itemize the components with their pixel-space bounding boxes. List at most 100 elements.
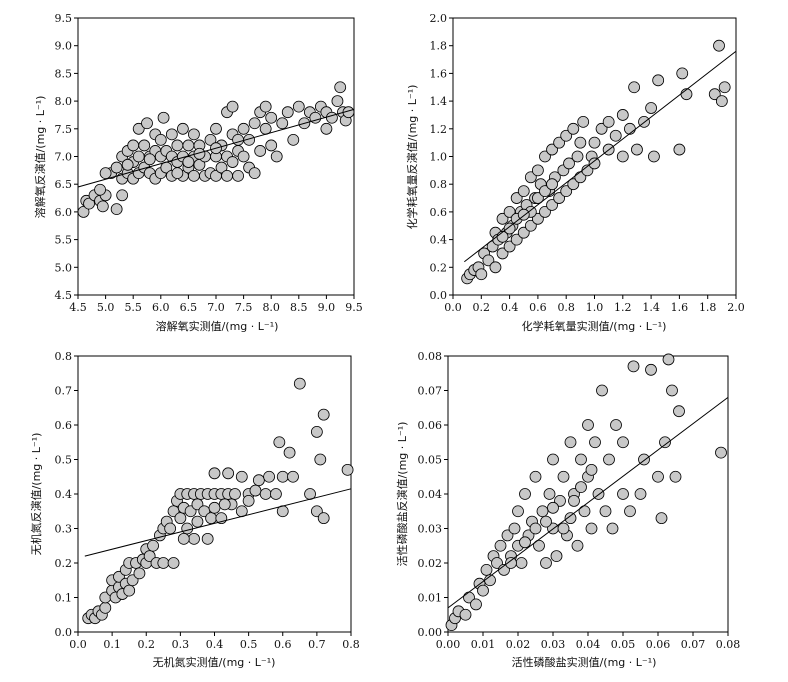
scatter-point	[543, 488, 556, 500]
scatter-point	[673, 405, 685, 418]
scatter-point	[519, 536, 531, 549]
scatter-point	[568, 494, 580, 507]
scatter-point	[676, 67, 689, 80]
scatter-point	[510, 192, 523, 204]
scatter-point	[276, 117, 289, 130]
scatter-point	[310, 426, 323, 438]
y-tick-label: 6.0	[55, 206, 73, 219]
x-tick-label: 0.07	[681, 638, 706, 651]
y-tick-label: 1.6	[430, 67, 448, 80]
scatter-point	[127, 139, 140, 152]
scatter-point	[489, 261, 502, 274]
scatter-point	[599, 505, 612, 518]
y-tick-label: 0.5	[55, 454, 73, 467]
scatter-point	[292, 100, 305, 113]
y-tick-label: 0.03	[418, 523, 443, 536]
y-tick-label: 0.00	[418, 626, 443, 639]
scatter-point	[533, 539, 545, 552]
chart-cod: 0.0 0.2 0.4 0.6 0.8 1.0 1.2 1.4 1.6 1.8 2.0 0.0 0.2 0…	[405, 12, 745, 333]
fit-line	[77, 108, 355, 188]
scatter-point	[157, 557, 170, 569]
scatter-point	[470, 598, 482, 611]
scatter-point	[176, 122, 189, 135]
scatter-point	[232, 133, 244, 146]
scatter-point	[164, 522, 177, 535]
scatter-point	[232, 169, 244, 182]
scatter-point	[138, 139, 151, 152]
scatter-point	[553, 192, 566, 204]
scatter-point	[237, 150, 250, 163]
x-tick-label: 1.8	[699, 301, 717, 314]
fit-line	[447, 397, 729, 609]
scatter-point	[270, 488, 282, 500]
scatter-point	[252, 474, 265, 487]
y-tick-label: 8.0	[55, 95, 73, 108]
scatter-point	[713, 39, 725, 52]
scatter-point	[237, 122, 250, 135]
scatter-point	[222, 467, 235, 480]
scatter-point	[589, 436, 601, 449]
y-tick-label: 0.07	[418, 385, 443, 398]
y-tick-label: 1.4	[430, 95, 448, 108]
scatter-point	[205, 512, 217, 525]
scatter-point	[508, 522, 521, 535]
scatter-point	[326, 111, 338, 124]
x-tick-label: 6.0	[152, 301, 170, 314]
scatter-point	[263, 470, 276, 483]
scatter-point	[666, 384, 678, 397]
y-tick-label: 0.0	[430, 289, 448, 302]
x-tick-label: 0.0	[444, 301, 462, 314]
scatter-point	[204, 133, 217, 146]
scatter-point	[610, 419, 622, 431]
scatter-point	[708, 88, 721, 101]
scatter-point	[547, 453, 559, 466]
x-tick-label: 0.06	[646, 638, 671, 651]
scatter-point	[557, 522, 570, 535]
x-tick-label: 0.0	[69, 638, 87, 651]
scatter-point	[669, 470, 682, 483]
scatter-point	[165, 128, 178, 141]
scatter-point	[609, 129, 622, 142]
scatter-point	[616, 109, 629, 121]
plot-area-dip: 0.00 0.01 0.02 0.03 0.04 0.05 0.06 0.07 0.08 0.00…	[418, 350, 741, 651]
scatter-point	[628, 81, 641, 94]
x-tick-label: 1.6	[671, 301, 689, 314]
scatter-point	[546, 143, 558, 156]
scatter-point	[564, 512, 577, 525]
scatter-point	[524, 219, 537, 232]
x-axis-title-do: 溶解氧实测值/(mg · L⁻¹)	[156, 319, 279, 333]
fit-line	[84, 488, 352, 557]
scatter-point	[531, 192, 544, 204]
x-tick-label: 0.01	[471, 638, 496, 651]
x-axis-title-din: 无机氮实测值/(mg · L⁻¹)	[153, 655, 276, 669]
x-tick-label: 0.7	[308, 638, 326, 651]
scatter-point	[494, 539, 507, 552]
y-tick-label: 0.2	[430, 261, 448, 274]
scatter-point	[259, 100, 272, 113]
scatter-point	[655, 512, 668, 525]
scatter-point	[287, 133, 300, 146]
scatter-point	[574, 136, 587, 149]
y-axis-title-do: 溶解氧反演值/(mg · L⁻¹)	[33, 96, 47, 219]
y-tick-label: 5.0	[55, 261, 73, 274]
scatter-point	[157, 111, 170, 124]
scatter-point	[99, 167, 112, 180]
scatter-point	[334, 81, 347, 94]
scatter-point	[553, 136, 566, 149]
scatter-point	[99, 601, 112, 614]
y-tick-label: 0.3	[55, 523, 73, 536]
scatter-point	[515, 557, 528, 569]
scatter-point	[283, 446, 296, 459]
scatter-point	[83, 197, 95, 210]
scatter-point	[181, 522, 194, 535]
scatter-point	[550, 550, 563, 563]
scatter-point	[477, 584, 489, 597]
scatter-point	[265, 139, 278, 152]
scatter-point	[293, 377, 306, 390]
scatter-point	[510, 233, 523, 246]
scatter-point	[582, 419, 594, 431]
scatter-point	[673, 143, 686, 156]
scatter-point	[496, 247, 509, 260]
scatter-point	[317, 512, 330, 525]
scatter-point	[648, 150, 660, 163]
